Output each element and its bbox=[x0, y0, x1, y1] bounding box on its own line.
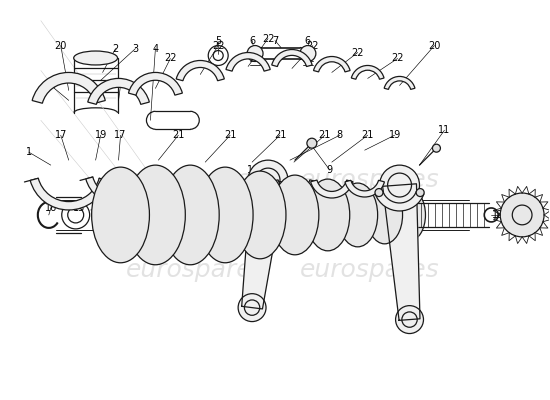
Wedge shape bbox=[131, 179, 185, 202]
Wedge shape bbox=[244, 186, 293, 206]
Wedge shape bbox=[228, 180, 276, 200]
Wedge shape bbox=[32, 72, 105, 103]
Ellipse shape bbox=[92, 167, 150, 263]
Wedge shape bbox=[226, 52, 270, 71]
Text: 20: 20 bbox=[428, 40, 441, 50]
Text: 5: 5 bbox=[215, 36, 221, 46]
Ellipse shape bbox=[74, 51, 118, 65]
Wedge shape bbox=[375, 191, 424, 211]
Text: 22: 22 bbox=[351, 48, 364, 58]
Wedge shape bbox=[271, 180, 317, 199]
Text: 12: 12 bbox=[526, 210, 538, 220]
Text: 19: 19 bbox=[388, 130, 401, 140]
Text: eurospares: eurospares bbox=[125, 168, 265, 192]
Ellipse shape bbox=[271, 175, 319, 255]
Text: 8: 8 bbox=[337, 130, 343, 140]
Circle shape bbox=[500, 193, 544, 237]
Circle shape bbox=[432, 144, 441, 152]
Circle shape bbox=[244, 184, 251, 192]
Text: 11: 11 bbox=[438, 125, 450, 135]
Text: 21: 21 bbox=[274, 130, 286, 140]
Text: 7: 7 bbox=[272, 36, 278, 46]
Text: 9: 9 bbox=[327, 165, 333, 175]
Text: 4: 4 bbox=[152, 44, 158, 54]
Wedge shape bbox=[129, 72, 183, 95]
Circle shape bbox=[238, 294, 266, 322]
Polygon shape bbox=[383, 184, 420, 320]
Text: eurospares: eurospares bbox=[300, 258, 439, 282]
Wedge shape bbox=[88, 78, 150, 104]
Wedge shape bbox=[86, 177, 151, 204]
Wedge shape bbox=[345, 180, 384, 197]
Text: 3: 3 bbox=[133, 44, 139, 54]
Circle shape bbox=[379, 165, 420, 205]
Text: 21: 21 bbox=[224, 130, 236, 140]
Text: 19: 19 bbox=[95, 130, 107, 140]
Text: 21: 21 bbox=[318, 130, 331, 140]
Text: 22: 22 bbox=[164, 54, 177, 64]
Text: 6: 6 bbox=[305, 36, 311, 46]
Ellipse shape bbox=[394, 189, 426, 241]
Text: 22: 22 bbox=[391, 54, 404, 64]
Wedge shape bbox=[314, 56, 350, 72]
Text: 13: 13 bbox=[492, 210, 504, 220]
Text: 18: 18 bbox=[114, 80, 126, 90]
Circle shape bbox=[416, 188, 424, 196]
Ellipse shape bbox=[367, 186, 403, 244]
Text: 18: 18 bbox=[45, 80, 57, 90]
Text: 1: 1 bbox=[26, 147, 32, 157]
Text: 21: 21 bbox=[361, 130, 374, 140]
Text: 22: 22 bbox=[262, 34, 274, 44]
Text: 22: 22 bbox=[306, 40, 319, 50]
Circle shape bbox=[247, 46, 263, 62]
Text: 17: 17 bbox=[54, 130, 67, 140]
Polygon shape bbox=[241, 178, 285, 309]
Text: 20: 20 bbox=[54, 40, 67, 50]
Wedge shape bbox=[176, 60, 224, 81]
Ellipse shape bbox=[306, 179, 350, 251]
Wedge shape bbox=[311, 180, 353, 198]
Circle shape bbox=[285, 184, 293, 192]
Wedge shape bbox=[272, 50, 312, 66]
Text: 22: 22 bbox=[212, 40, 224, 50]
Ellipse shape bbox=[197, 167, 253, 263]
Text: 15: 15 bbox=[73, 203, 85, 213]
Circle shape bbox=[307, 138, 317, 148]
Ellipse shape bbox=[338, 183, 378, 247]
Text: eurospares: eurospares bbox=[125, 258, 265, 282]
Text: 2: 2 bbox=[112, 44, 119, 54]
Wedge shape bbox=[351, 66, 384, 79]
Circle shape bbox=[248, 160, 288, 200]
Ellipse shape bbox=[234, 171, 286, 259]
Wedge shape bbox=[384, 76, 415, 90]
Text: 21: 21 bbox=[172, 130, 184, 140]
Circle shape bbox=[300, 46, 316, 62]
Text: 14: 14 bbox=[100, 203, 112, 213]
Circle shape bbox=[395, 306, 424, 334]
Text: 17: 17 bbox=[114, 130, 126, 140]
Wedge shape bbox=[180, 179, 231, 201]
Ellipse shape bbox=[125, 165, 185, 265]
Text: 6: 6 bbox=[249, 36, 255, 46]
Text: 10: 10 bbox=[247, 165, 259, 175]
Text: 16: 16 bbox=[45, 203, 57, 213]
Text: eurospares: eurospares bbox=[300, 168, 439, 192]
Circle shape bbox=[375, 188, 383, 196]
Ellipse shape bbox=[161, 165, 219, 265]
Wedge shape bbox=[30, 178, 107, 210]
